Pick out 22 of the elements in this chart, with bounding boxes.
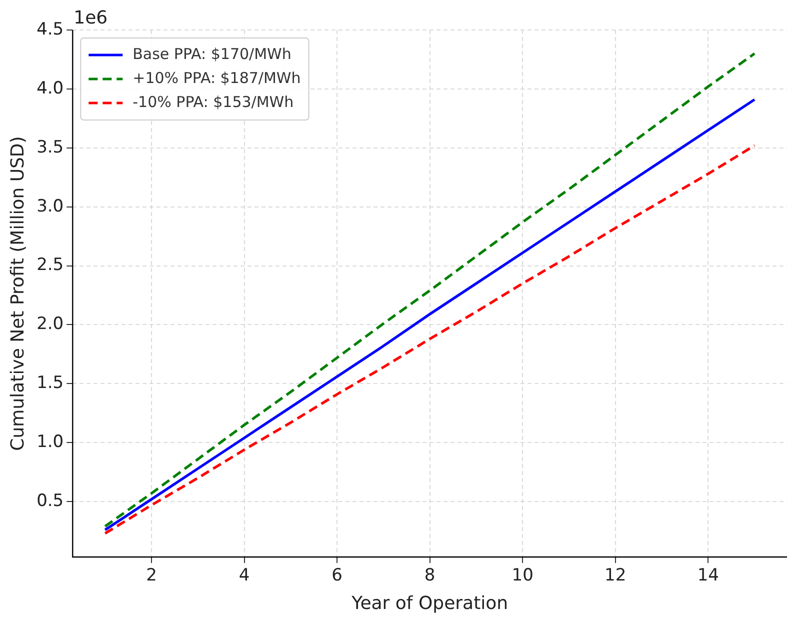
legend-label: Base PPA: $170/MWh [132,44,292,63]
x-tick-label: 6 [332,566,342,586]
x-axis-title: Year of Operation [350,592,508,614]
y-tick-label: 4.5 [36,19,64,40]
x-tick-label: 10 [512,566,534,586]
x-tick-label: 4 [238,566,250,586]
legend-label: +10% PPA: $187/MWh [132,68,301,87]
y-tick-label: 3.0 [36,196,64,216]
y-tick-label: 2.0 [36,314,64,334]
y-tick-label: 0.5 [36,491,64,512]
text: 1e6 [74,8,108,29]
y-axis-title: Cumulative Net Profit (Million USD) [7,136,28,451]
x-tick-label: 14 [697,566,719,586]
x-tick-label: 2 [146,566,157,586]
x-tick-label: 12 [604,566,626,586]
y-tick-label: 3.5 [36,137,64,158]
y-tick-label: 2.5 [36,255,64,276]
y-tick-label: 1.0 [36,432,64,452]
legend-label: -10% PPA: $153/MWh [132,92,294,111]
y-tick-label: 1.5 [36,373,64,394]
y-tick-label: 4.0 [36,78,64,98]
x-tick-label: 8 [424,566,436,586]
